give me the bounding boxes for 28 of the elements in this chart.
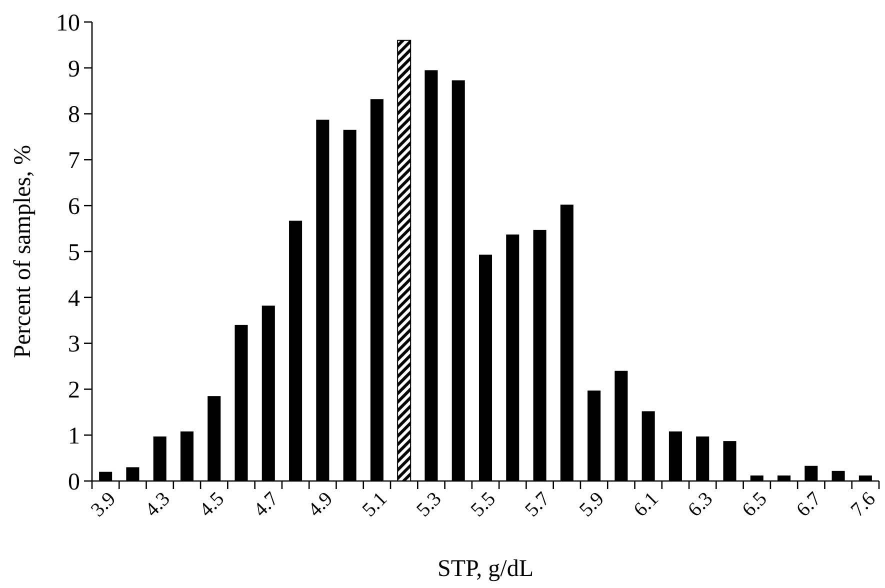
y-tick-label: 6 xyxy=(68,194,80,220)
y-tick-label: 3 xyxy=(68,332,80,358)
y-tick-label: 1 xyxy=(68,424,80,450)
x-tick-label: 4.7 xyxy=(250,488,283,522)
y-tick-label: 5 xyxy=(68,240,80,266)
x-tick-label: 3.9 xyxy=(86,488,120,522)
x-tick-label: 5.7 xyxy=(521,488,554,522)
x-tick-label: 6.1 xyxy=(630,488,663,522)
x-tick-label: 4.5 xyxy=(195,488,229,522)
y-axis-title: Percent of samples, % xyxy=(10,144,36,358)
x-tick-label: 6.7 xyxy=(792,488,826,522)
x-tick-label: 7.6 xyxy=(846,488,880,522)
x-tick-label: 5.9 xyxy=(575,488,609,522)
y-tick-label: 4 xyxy=(68,286,80,312)
y-tick-label: 0 xyxy=(68,469,80,496)
y-tick-label: 7 xyxy=(68,148,80,174)
y-tick-label: 10 xyxy=(56,10,80,36)
x-tick-label: 6.5 xyxy=(738,488,772,522)
x-tick-label: 4.9 xyxy=(304,488,338,522)
x-tick-label: 5.1 xyxy=(358,488,392,522)
x-tick-label: 4.3 xyxy=(141,488,174,522)
y-tick-label: 2 xyxy=(68,378,80,404)
y-tick-label: 8 xyxy=(68,102,80,128)
y-tick-label: 9 xyxy=(68,56,80,82)
x-tick-label: 6.3 xyxy=(684,488,718,522)
x-tick-label: 5.5 xyxy=(466,488,500,522)
x-tick-label: 5.3 xyxy=(412,488,446,522)
x-axis-title: STP, g/dL xyxy=(437,556,534,582)
